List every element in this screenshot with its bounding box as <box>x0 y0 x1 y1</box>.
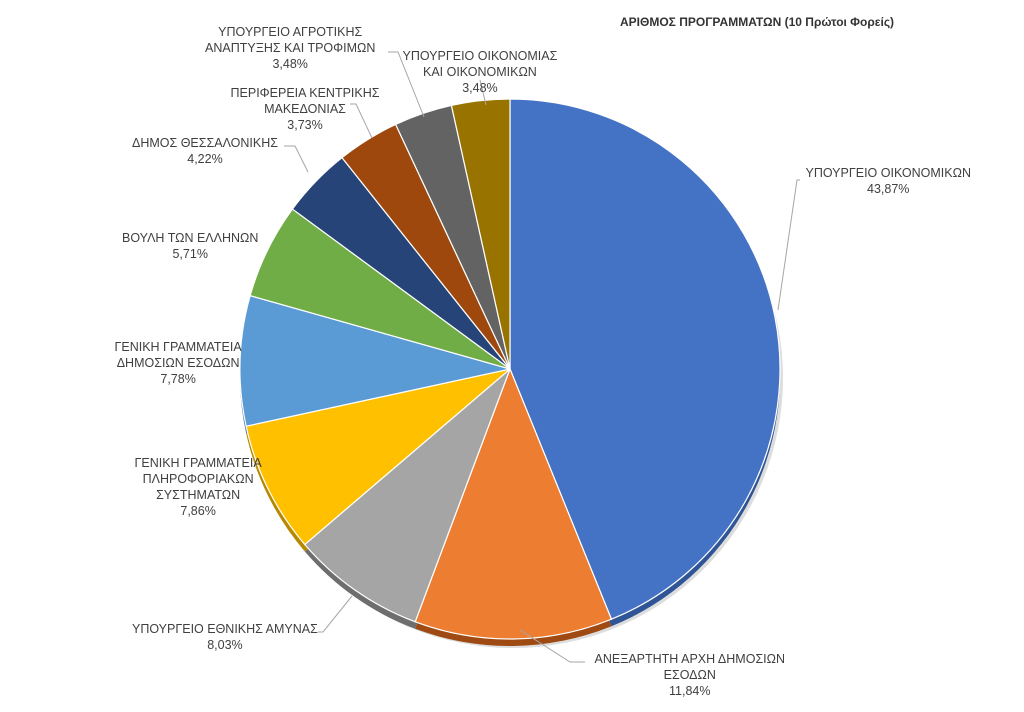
data-label: ΔΗΜΟΣ ΘΕΣΣΑΛΟΝΙΚΗΣ 4,22% <box>132 135 278 167</box>
data-label-value: 4,22% <box>187 152 223 166</box>
data-label-category: ΔΗΜΟΣ ΘΕΣΣΑΛΟΝΙΚΗΣ <box>132 136 278 150</box>
pie-slice <box>303 368 511 623</box>
data-label-value: 7,78% <box>160 372 196 386</box>
data-label-category: ΑΝΑΠΤΥΞΗΣ ΚΑΙ ΤΡΟΦΙΜΩΝ <box>205 41 376 55</box>
data-label-category: ΕΣΟΔΩΝ <box>663 668 716 682</box>
pie-slice <box>450 98 511 370</box>
data-label-category: ΑΝΕΞΑΡΤΗΤΗ ΑΡΧΗ ΔΗΜΟΣΙΩΝ <box>594 652 786 666</box>
data-label-category: ΔΗΜΟΣΙΩΝ ΕΣΟΔΩΝ <box>116 356 240 370</box>
pie-slice <box>239 294 511 427</box>
data-label-category: ΚΑΙ ΟΙΚΟΝΟΜΙΚΩΝ <box>422 65 537 79</box>
data-label-value: 11,84% <box>669 684 711 698</box>
data-label-value: 8,03% <box>207 638 243 652</box>
data-label: ΥΠΟΥΡΓΕΙΟ ΕΘΝΙΚΗΣ ΑΜΥΝΑΣ 8,03% <box>132 621 318 653</box>
pie-slice <box>509 98 781 621</box>
data-label-value: 3,48% <box>462 81 498 95</box>
data-label-value: 3,48% <box>272 57 308 71</box>
data-label-value: 3,73% <box>287 118 323 132</box>
pie-slice <box>245 368 511 546</box>
chart-title: ΑΡΙΘΜΟΣ ΠΡΟΓΡΑΜΜΑΤΩΝ (10 Πρώτοι Φορείς) <box>620 15 895 29</box>
leader-line <box>388 51 425 118</box>
data-label: ΑΝΕΞΑΡΤΗΤΗ ΑΡΧΗ ΔΗΜΟΣΙΩΝ ΕΣΟΔΩΝ 11,84% <box>595 651 786 699</box>
data-label-category: ΠΛΗΡΟΦΟΡΙΑΚΩΝ <box>142 472 254 486</box>
data-label-category: ΓΕΝΙΚΗ ΓΡΑΜΜΑΤΕΙΑ <box>114 340 242 354</box>
data-label: ΥΠΟΥΡΓΕΙΟ ΟΙΚΟΝΟΜΙΚΩΝ 43,87% <box>806 165 971 197</box>
data-label-category: ΥΠΟΥΡΓΕΙΟ ΑΓΡΟΤΙΚΗΣ <box>218 25 363 39</box>
data-label: ΥΠΟΥΡΓΕΙΟ ΑΓΡΟΤΙΚΗΣ ΑΝΑΠΤΥΞΗΣ ΚΑΙ ΤΡΟΦΙΜΩ… <box>205 24 375 72</box>
data-label-value: 7,86% <box>180 504 216 518</box>
data-label: ΠΕΡΙΦΕΡΕΙΑ ΚΕΝΤΡΙΚΗΣ ΜΑΚΕΔΟΝΙΑΣ 3,73% <box>231 85 380 133</box>
leader-line <box>777 179 800 311</box>
leader-line <box>479 79 487 106</box>
data-label: ΒΟΥΛΗ ΤΩΝ ΕΛΛΗΝΩΝ 5,71% <box>122 230 258 262</box>
data-label-category: ΜΑΚΕΔΟΝΙΑΣ <box>264 102 346 116</box>
data-label-category: ΥΠΟΥΡΓΕΙΟ ΟΙΚΟΝΟΜΙΑΣ <box>402 49 558 63</box>
data-label-value: 5,71% <box>172 247 208 261</box>
data-label-category: ΓΕΝΙΚΗ ΓΡΑΜΜΑΤΕΙΑ <box>134 456 262 470</box>
data-label-category: ΠΕΡΙΦΕΡΕΙΑ ΚΕΝΤΡΙΚΗΣ <box>230 86 380 100</box>
data-label-category: ΣΥΣΤΗΜΑΤΩΝ <box>156 488 241 502</box>
data-label-category: ΥΠΟΥΡΓΕΙΟ ΟΙΚΟΝΟΜΙΚΩΝ <box>805 166 971 180</box>
pie-slice <box>414 367 613 640</box>
leader-line <box>318 595 353 633</box>
data-label: ΓΕΝΙΚΗ ΓΡΑΜΜΑΤΕΙΑ ΠΛΗΡΟΦΟΡΙΑΚΩΝ ΣΥΣΤΗΜΑΤΩΝ… <box>135 455 262 519</box>
data-label: ΥΠΟΥΡΓΕΙΟ ΟΙΚΟΝΟΜΙΑΣ ΚΑΙ ΟΙΚΟΝΟΜΙΚΩΝ 3,48% <box>403 48 558 96</box>
data-label-category: ΥΠΟΥΡΓΕΙΟ ΕΘΝΙΚΗΣ ΑΜΥΝΑΣ <box>132 622 318 636</box>
data-label-value: 43,87% <box>867 182 910 196</box>
leader-line <box>519 629 585 663</box>
leader-line <box>284 145 309 173</box>
data-label: ΓΕΝΙΚΗ ΓΡΑΜΜΑΤΕΙΑ ΔΗΜΟΣΙΩΝ ΕΣΟΔΩΝ 7,78% <box>115 339 242 387</box>
data-label-category: ΒΟΥΛΗ ΤΩΝ ΕΛΛΗΝΩΝ <box>122 231 259 245</box>
leader-line <box>350 103 373 139</box>
